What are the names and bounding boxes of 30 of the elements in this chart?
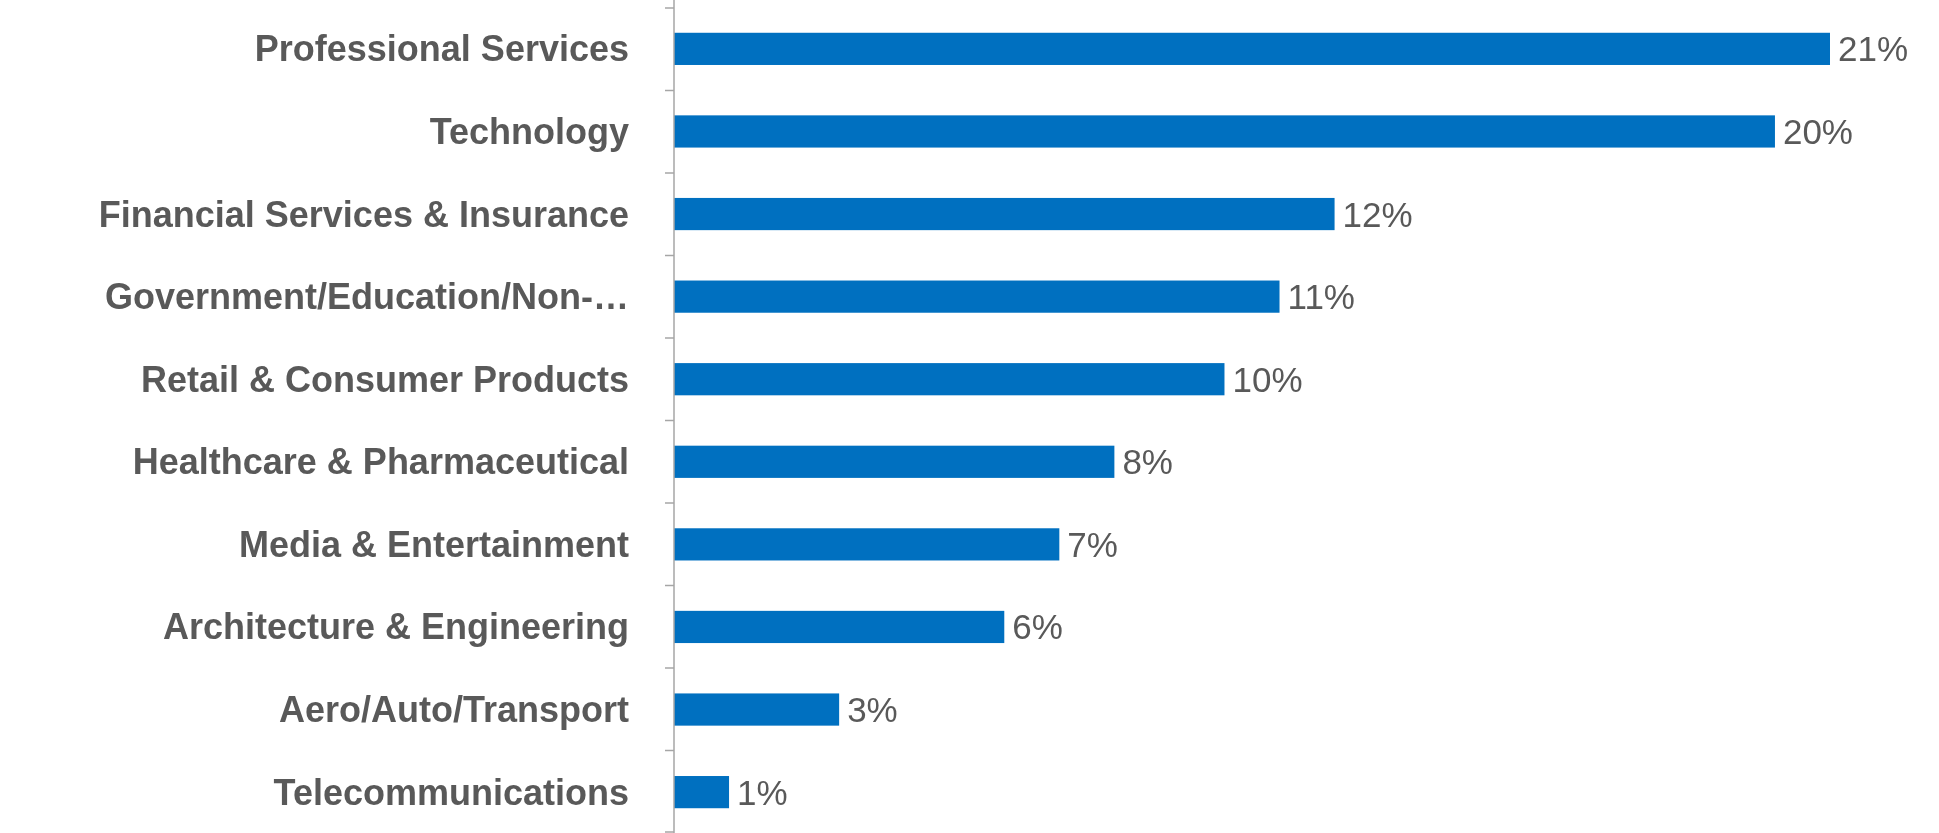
data-label: 8% [1122,442,1173,482]
y-tick-label: Aero/Auto/Transport [278,689,630,731]
y-tick-label: Financial Services & Insurance [98,193,629,235]
data-label: 10% [1232,359,1303,399]
y-tick-label: Technology [429,110,629,152]
y-tick-label: Retail & Consumer Products [140,358,629,400]
data-label: 6% [1012,607,1063,647]
bar [674,115,1775,148]
y-tick-label: Architecture & Engineering [162,606,629,648]
bar [674,445,1115,478]
data-label: 20% [1782,111,1854,151]
y-tick-label: Media & Entertainment [238,523,630,565]
data-label: 21% [1838,29,1909,69]
bar [674,776,730,809]
bar [674,280,1280,313]
data-label: 7% [1067,524,1118,564]
y-tick-label: Government/Education/Non-… [104,276,629,318]
data-label: 3% [847,690,898,730]
bar [674,32,1830,65]
bar [674,197,1335,231]
data-label: 1% [737,772,788,812]
bar [674,528,1060,561]
data-label: 11% [1287,277,1355,317]
data-label: 12% [1342,194,1413,234]
y-tick-label: Professional Services [254,28,629,70]
y-tick-label: Telecommunications [273,771,629,813]
bar [674,363,1225,396]
y-tick-label: Healthcare & Pharmaceutical [132,441,629,483]
bar [674,693,840,726]
bar [674,610,1005,644]
